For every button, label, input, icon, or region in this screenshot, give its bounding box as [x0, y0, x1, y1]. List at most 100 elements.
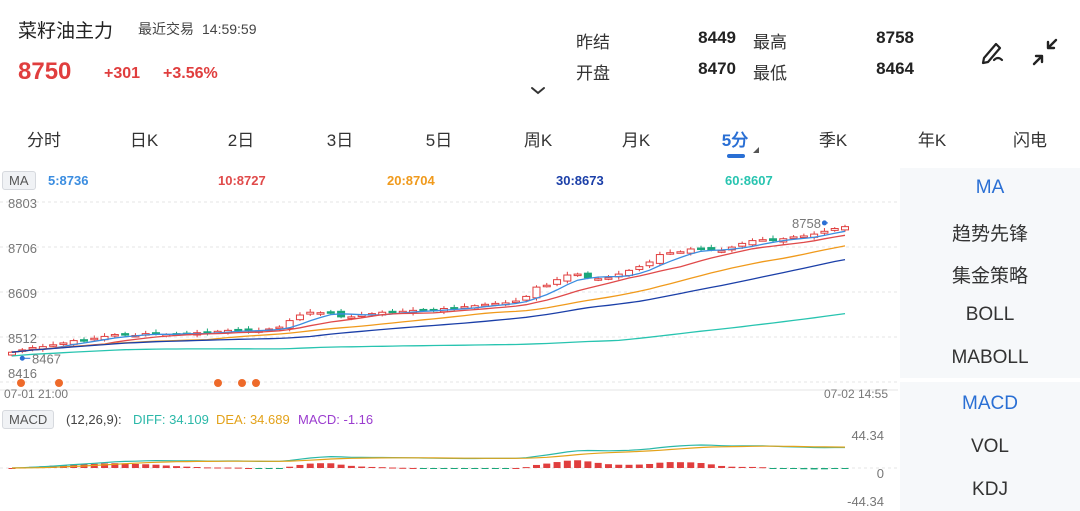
macd-params: (12,26,9):	[66, 412, 122, 427]
ma5-line	[11, 230, 846, 353]
price-change: +301	[104, 65, 141, 82]
ma60-line	[11, 312, 846, 357]
candle-body	[275, 326, 284, 330]
sidebar-item-fund-strategy[interactable]: 集金策略	[951, 266, 1028, 287]
macd-histogram-bar	[728, 466, 736, 468]
macd-histogram-bar	[481, 468, 489, 469]
signal-dot	[55, 379, 63, 387]
macd-histogram-bar	[769, 468, 777, 469]
macd-tick-zero: 0	[877, 466, 884, 481]
ma60-value: 60:8607	[725, 173, 773, 188]
tab-intraday[interactable]: 分时	[27, 131, 61, 150]
macd-histogram-bar	[265, 468, 273, 469]
contract-title: 菜籽油主力	[18, 21, 114, 42]
candle-body	[645, 261, 654, 267]
signal-dot	[238, 379, 246, 387]
sidebar-item-macd[interactable]: MACD	[962, 393, 1018, 414]
sub-indicator-list: MACD VOL KDJ	[900, 382, 1080, 511]
tab-2day[interactable]: 2日	[227, 131, 255, 150]
sidebar-item-trend-pioneer[interactable]: 趋势先锋	[951, 224, 1028, 245]
macd-histogram-bar	[337, 464, 345, 468]
sidebar-item-maboll[interactable]: MABOLL	[951, 347, 1029, 368]
macd-indicator-chip[interactable]: MACD	[2, 410, 55, 429]
macd-histogram-bar	[234, 467, 242, 469]
macd-histogram-bar	[707, 464, 715, 468]
macd-histogram-bar	[173, 466, 181, 468]
macd-histogram-bar	[574, 460, 582, 468]
candle-body	[295, 314, 304, 321]
candle-body	[347, 316, 356, 319]
macd-histogram-bar	[347, 465, 355, 468]
collapse-arrows-icon[interactable]	[1030, 36, 1062, 68]
macd-histogram-bar	[656, 462, 664, 468]
macd-macd-value: MACD: -1.16	[298, 412, 374, 427]
signal-dot	[17, 379, 25, 387]
macd-histogram-bar	[430, 468, 438, 469]
y-tick-label: 8803	[8, 196, 37, 211]
macd-histogram-bar	[327, 463, 335, 468]
candle-body	[655, 254, 664, 264]
sidebar-item-boll[interactable]: BOLL	[965, 304, 1015, 325]
candle-body	[604, 277, 613, 280]
candle-body	[583, 272, 592, 279]
ma5-value: 5:8736	[48, 173, 89, 188]
period-tabs: 分时 日K 2日 3日 5日 周K 月K 5分 季K 年K 闪电	[0, 120, 1080, 160]
ma-indicator-chip[interactable]: MA	[2, 171, 36, 190]
prev-settle-value: 8449	[698, 28, 736, 47]
sidebar-item-kdj[interactable]: KDJ	[972, 479, 1008, 500]
period-menu-corner-icon[interactable]	[753, 147, 759, 153]
candle-body	[285, 320, 294, 330]
tab-weekly[interactable]: 周K	[523, 131, 553, 150]
macd-histogram-bar	[718, 465, 726, 468]
tab-yearly[interactable]: 年K	[917, 131, 947, 150]
candle-body	[522, 295, 531, 301]
macd-histogram-bar	[111, 463, 119, 468]
macd-histogram-bar	[8, 468, 16, 469]
macd-histogram-bar	[512, 467, 520, 469]
candle-body	[388, 310, 397, 314]
macd-dea-value: DEA: 34.689	[216, 412, 290, 427]
low-value: 8464	[876, 59, 914, 78]
macd-histogram-bar	[759, 467, 767, 469]
tab-monthly[interactable]: 月K	[621, 131, 651, 150]
tab-5day[interactable]: 5日	[425, 131, 453, 150]
tab-5min[interactable]: 5分	[721, 131, 749, 150]
macd-histogram-bar	[841, 468, 849, 469]
macd-histogram-bar	[615, 464, 623, 468]
high-price-label: 8758	[792, 216, 821, 231]
candle-body	[532, 286, 541, 299]
macd-histogram-bar	[800, 468, 808, 470]
tab-quarterly[interactable]: 季K	[818, 131, 848, 150]
sidebar-item-vol[interactable]: VOL	[970, 436, 1010, 457]
open-value: 8470	[698, 59, 736, 78]
macd-histogram-bar	[306, 463, 314, 468]
candle-body	[59, 342, 68, 345]
macd-histogram-bar	[203, 467, 211, 469]
low-label: 最低	[753, 64, 787, 83]
macd-histogram-bar	[296, 464, 304, 468]
macd-histogram-bar	[358, 466, 366, 468]
candle-body	[460, 306, 469, 309]
candle-body	[676, 251, 685, 254]
chevron-down-icon[interactable]	[530, 86, 546, 96]
main-indicator-list: MA 趋势先锋 集金策略 BOLL MABOLL	[900, 168, 1080, 378]
candle-body	[511, 300, 520, 304]
candle-body	[121, 333, 130, 336]
candle-body	[553, 279, 562, 285]
macd-histogram-bar	[317, 463, 325, 468]
tab-3day[interactable]: 3日	[326, 131, 354, 150]
macd-histogram-bar	[522, 467, 530, 469]
sidebar-item-ma[interactable]: MA	[975, 177, 1005, 198]
kline-chart[interactable]: 8803 8706 8609 8512 8416 8758 8467 07-01 21:00 0…	[0, 192, 900, 511]
draw-pen-icon[interactable]	[976, 36, 1008, 68]
macd-histogram-bar	[378, 467, 386, 469]
candle-body	[707, 247, 716, 251]
macd-histogram-bar	[152, 464, 160, 468]
ma30-value: 30:8673	[556, 173, 604, 188]
tab-daily[interactable]: 日K	[129, 131, 159, 150]
macd-histogram-bar	[245, 467, 253, 469]
tab-flash[interactable]: 闪电	[1013, 131, 1047, 150]
x-start-label: 07-01 21:00	[4, 387, 68, 401]
macd-histogram-bar	[255, 468, 263, 469]
candle-body	[686, 248, 695, 254]
